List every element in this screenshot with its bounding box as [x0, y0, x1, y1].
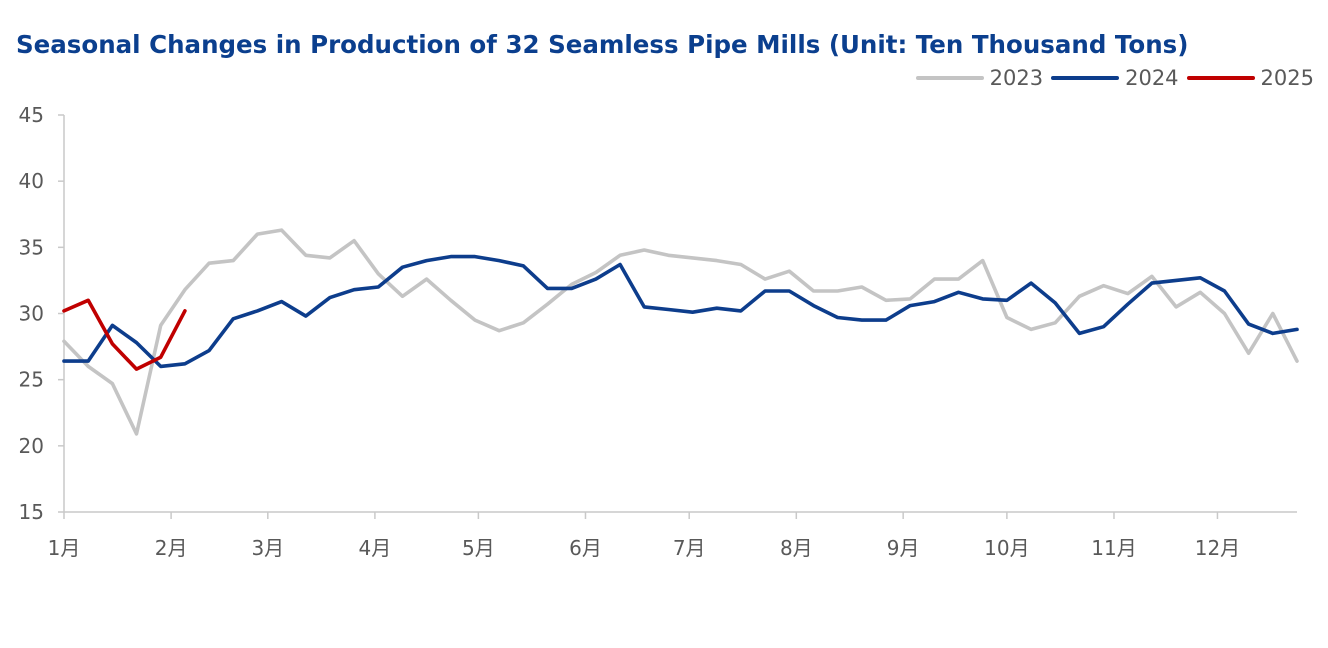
series-line-2023	[62, 228, 1299, 436]
chart-title: Seasonal Changes in Production of 32 Sea…	[16, 30, 1189, 59]
legend-swatch-2024	[1051, 76, 1120, 80]
legend: 2023 2024 2025	[915, 66, 1314, 90]
x-tick-label: 2月	[155, 536, 188, 560]
y-tick-label: 40	[19, 169, 44, 193]
x-tick-label: 6月	[569, 536, 602, 560]
series-line-2024	[62, 254, 1299, 369]
x-tick-label: 7月	[673, 536, 706, 560]
legend-item-2024: 2024	[1051, 66, 1179, 90]
legend-swatch-2025	[1186, 76, 1255, 80]
y-tick-label: 35	[19, 235, 44, 259]
legend-label-2025: 2025	[1260, 66, 1314, 90]
x-tick-label: 5月	[462, 536, 495, 560]
legend-swatch-2023	[915, 76, 984, 80]
x-tick-label: 4月	[359, 536, 392, 560]
legend-item-2023: 2023	[915, 66, 1044, 90]
y-tick-label: 20	[19, 434, 44, 458]
x-tick-label: 11月	[1091, 536, 1136, 560]
x-tick-label: 3月	[251, 536, 284, 560]
legend-item-2025: 2025	[1186, 66, 1314, 90]
y-tick-label: 15	[19, 500, 44, 524]
y-tick-label: 25	[19, 368, 44, 392]
y-tick-label: 30	[19, 302, 44, 326]
series-layer	[62, 228, 1299, 436]
axes-layer: 15 20 25 30 35 40 45 1月 2月 3月 4月 5月 6月 7月 8月 9月 10月 11月 12…	[19, 103, 1297, 560]
x-tick-label: 1月	[48, 536, 81, 560]
x-tick-label: 9月	[887, 536, 920, 560]
legend-label-2023: 2023	[989, 66, 1044, 90]
x-tick-label: 12月	[1195, 536, 1240, 560]
x-tick-label: 8月	[780, 536, 813, 560]
series-line-2025	[62, 298, 187, 371]
x-tick-label: 10月	[984, 536, 1029, 560]
legend-label-2024: 2024	[1125, 66, 1179, 90]
y-tick-label: 45	[19, 103, 44, 127]
